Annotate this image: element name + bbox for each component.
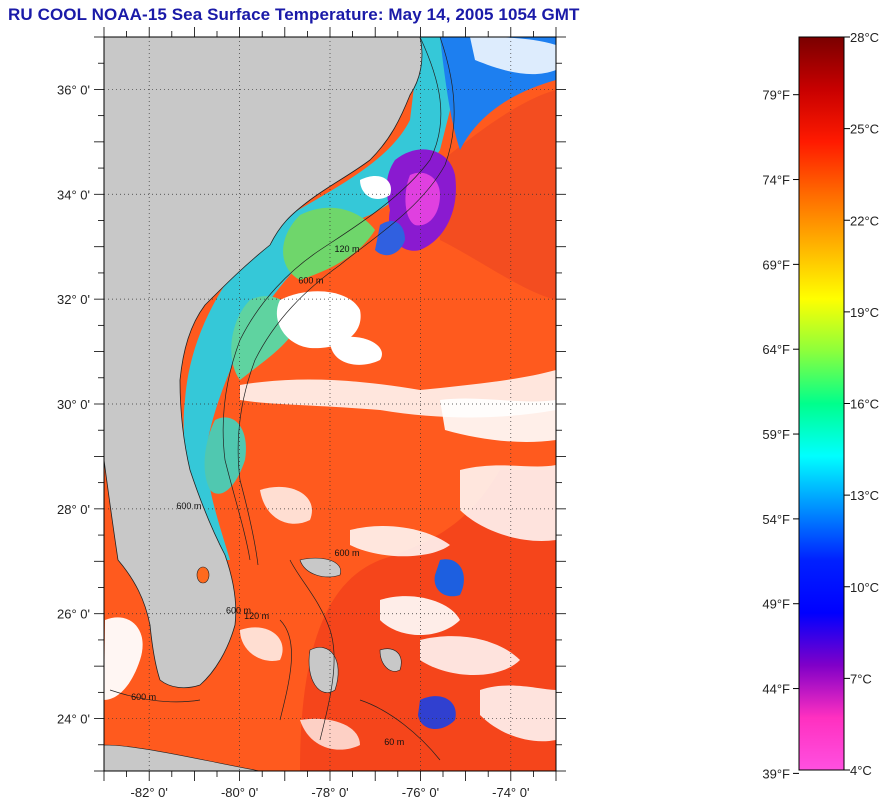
celsius-label: 10°C	[850, 580, 879, 595]
fahrenheit-label: 49°F	[762, 597, 790, 612]
land-mainland	[104, 37, 423, 689]
map-title: RU COOL NOAA-15 Sea Surface Temperature:…	[8, 5, 580, 24]
celsius-label: 25°C	[850, 122, 879, 137]
fahrenheit-label: 39°F	[762, 766, 790, 781]
contour-label: 600 m	[298, 275, 323, 285]
lon-label: -78° 0'	[311, 785, 348, 800]
bathymetry-contours	[109, 37, 455, 761]
fahrenheit-label: 79°F	[762, 88, 790, 103]
celsius-label: 22°C	[850, 213, 879, 228]
celsius-label: 16°C	[850, 397, 879, 412]
longitude-labels: -82° 0' -80° 0' -78° 0' -76° 0' -74° 0'	[131, 785, 530, 800]
lat-label: 26° 0'	[57, 607, 90, 622]
cool-patch-3	[204, 417, 246, 494]
lon-label: -74° 0'	[492, 785, 529, 800]
fahrenheit-label: 59°F	[762, 427, 790, 442]
lon-label: -82° 0'	[131, 785, 168, 800]
contour-label: 600 m	[176, 501, 201, 511]
fahrenheit-label: 69°F	[762, 257, 790, 272]
lat-label: 36° 0'	[57, 82, 90, 97]
lon-label: -76° 0'	[402, 785, 439, 800]
cold-eddy-core	[405, 172, 440, 226]
fahrenheit-label: 74°F	[762, 173, 790, 188]
cold-patch	[375, 220, 405, 256]
lat-label: 24° 0'	[57, 712, 90, 727]
colorbar-fahrenheit-labels: 79°F 74°F 69°F 64°F 59°F 54°F 49°F 44°F 39°F	[762, 88, 790, 782]
fahrenheit-label: 64°F	[762, 342, 790, 357]
celsius-label: 28°C	[850, 30, 879, 45]
lat-label: 34° 0'	[57, 187, 90, 202]
cloud-cover	[104, 37, 556, 750]
contour-label: 600 m	[131, 692, 156, 702]
colorbar	[798, 36, 845, 771]
fahrenheit-label: 44°F	[762, 682, 790, 697]
lon-label: -80° 0'	[221, 785, 258, 800]
lat-label: 30° 0'	[57, 397, 90, 412]
lat-label: 28° 0'	[57, 502, 90, 517]
colorbar-ticks	[793, 36, 850, 774]
bahamas-islands	[299, 557, 402, 693]
celsius-label: 13°C	[850, 488, 879, 503]
graticule	[94, 27, 566, 781]
contour-label: 120 m	[244, 611, 269, 621]
cold-patch-bahamas	[434, 559, 464, 597]
colorbar-celsius-labels: 28°C 25°C 22°C 19°C 16°C 13°C 10°C 7°C 4°C	[850, 30, 879, 778]
contour-label: 600 m	[335, 548, 360, 558]
latitude-labels: 24° 0' 26° 0' 28° 0' 30° 0' 32° 0' 34° 0' 36° …	[57, 82, 90, 726]
lake-okeechobee	[196, 566, 210, 584]
warm-water-region-north	[430, 90, 556, 300]
lat-label: 32° 0'	[57, 292, 90, 307]
celsius-label: 19°C	[850, 305, 879, 320]
fahrenheit-label: 54°F	[762, 512, 790, 527]
contour-label: 60 m	[384, 737, 404, 747]
contour-label: 600 m	[226, 606, 251, 616]
contour-label: 120 m	[335, 244, 360, 254]
celsius-label: 7°C	[850, 671, 872, 686]
celsius-label: 4°C	[850, 763, 872, 778]
cold-patch-south	[418, 696, 456, 730]
